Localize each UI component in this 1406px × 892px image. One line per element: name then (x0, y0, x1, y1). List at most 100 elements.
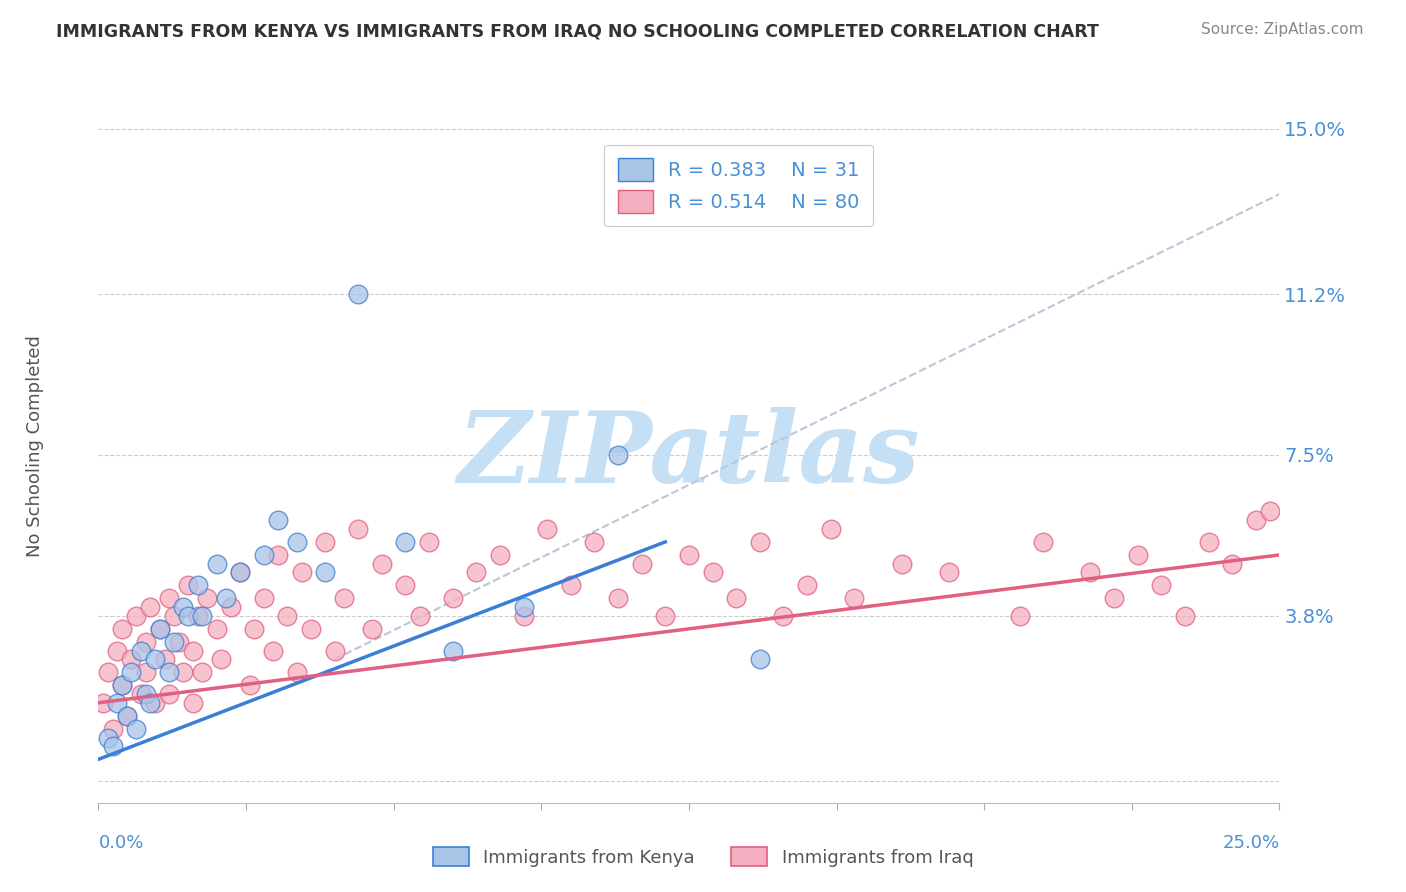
Point (135, 687, 157, 701)
Point (157, 665, 180, 680)
Point (1032, 534, 1054, 549)
Point (181, 696, 204, 710)
Point (191, 608, 214, 623)
Point (489, 548, 512, 562)
Point (748, 534, 770, 549)
Point (347, 522, 370, 536)
Point (890, 557, 912, 571)
Point (1126, 548, 1149, 562)
Point (111, 678, 134, 692)
Point (163, 608, 186, 623)
Text: 0.0%: 0.0% (98, 834, 143, 852)
Point (418, 534, 440, 549)
Point (143, 696, 166, 710)
Point (163, 635, 186, 649)
Point (347, 287, 370, 301)
Point (314, 534, 336, 549)
Point (1198, 534, 1220, 549)
Point (560, 578, 582, 592)
Point (607, 591, 630, 606)
Point (465, 566, 488, 580)
Point (820, 522, 842, 536)
Point (1102, 591, 1125, 606)
Point (276, 608, 298, 623)
Point (844, 591, 866, 606)
Point (172, 600, 194, 615)
Point (1150, 578, 1173, 592)
Point (290, 566, 312, 580)
Point (285, 534, 308, 549)
Point (1220, 557, 1243, 571)
Point (725, 591, 748, 606)
Point (111, 678, 134, 692)
Point (101, 722, 124, 736)
Point (205, 622, 228, 636)
Point (1174, 608, 1197, 623)
Point (149, 622, 172, 636)
Point (97, 731, 120, 745)
Point (1244, 513, 1267, 527)
Point (205, 557, 228, 571)
Point (181, 643, 204, 657)
Text: IMMIGRANTS FROM KENYA VS IMMIGRANTS FROM IRAQ NO SCHOOLING COMPLETED CORRELATION: IMMIGRANTS FROM KENYA VS IMMIGRANTS FROM… (56, 22, 1099, 40)
Point (1258, 504, 1281, 518)
Point (1080, 566, 1102, 580)
Point (536, 522, 558, 536)
Point (630, 557, 652, 571)
Point (135, 665, 157, 680)
Point (177, 608, 200, 623)
Point (105, 643, 128, 657)
Text: No Schooling Completed: No Schooling Completed (27, 335, 44, 557)
Point (253, 591, 276, 606)
Point (748, 652, 770, 666)
Point (394, 578, 416, 592)
Point (333, 591, 356, 606)
Point (157, 687, 180, 701)
Point (512, 608, 534, 623)
Point (143, 652, 166, 666)
Point (139, 600, 162, 615)
Point (157, 591, 180, 606)
Point (121, 665, 143, 680)
Point (177, 578, 200, 592)
Point (314, 566, 336, 580)
Point (441, 591, 464, 606)
Point (796, 578, 818, 592)
Point (229, 566, 252, 580)
Text: Source: ZipAtlas.com: Source: ZipAtlas.com (1201, 22, 1364, 37)
Point (243, 622, 266, 636)
Point (654, 608, 676, 623)
Point (97, 665, 120, 680)
Point (299, 622, 322, 636)
Point (267, 548, 290, 562)
Point (139, 696, 162, 710)
Point (115, 708, 138, 723)
Point (441, 643, 464, 657)
Point (101, 739, 124, 754)
Point (172, 665, 194, 680)
Point (678, 548, 700, 562)
Point (115, 708, 138, 723)
Point (938, 566, 960, 580)
Text: ZIPatlas: ZIPatlas (458, 407, 920, 503)
Point (607, 448, 630, 462)
Legend: Immigrants from Kenya, Immigrants from Iraq: Immigrants from Kenya, Immigrants from I… (426, 840, 980, 874)
Point (135, 635, 157, 649)
Legend: R = 0.383    N = 31, R = 0.514    N = 80: R = 0.383 N = 31, R = 0.514 N = 80 (605, 145, 873, 227)
Point (195, 591, 218, 606)
Point (394, 534, 416, 549)
Point (215, 591, 238, 606)
Point (191, 665, 214, 680)
Point (267, 513, 290, 527)
Point (153, 652, 176, 666)
Point (187, 608, 209, 623)
Point (111, 622, 134, 636)
Point (149, 622, 172, 636)
Text: 25.0%: 25.0% (1222, 834, 1279, 852)
Point (371, 557, 394, 571)
Point (262, 643, 284, 657)
Point (125, 608, 148, 623)
Point (129, 687, 152, 701)
Point (285, 665, 308, 680)
Point (239, 678, 262, 692)
